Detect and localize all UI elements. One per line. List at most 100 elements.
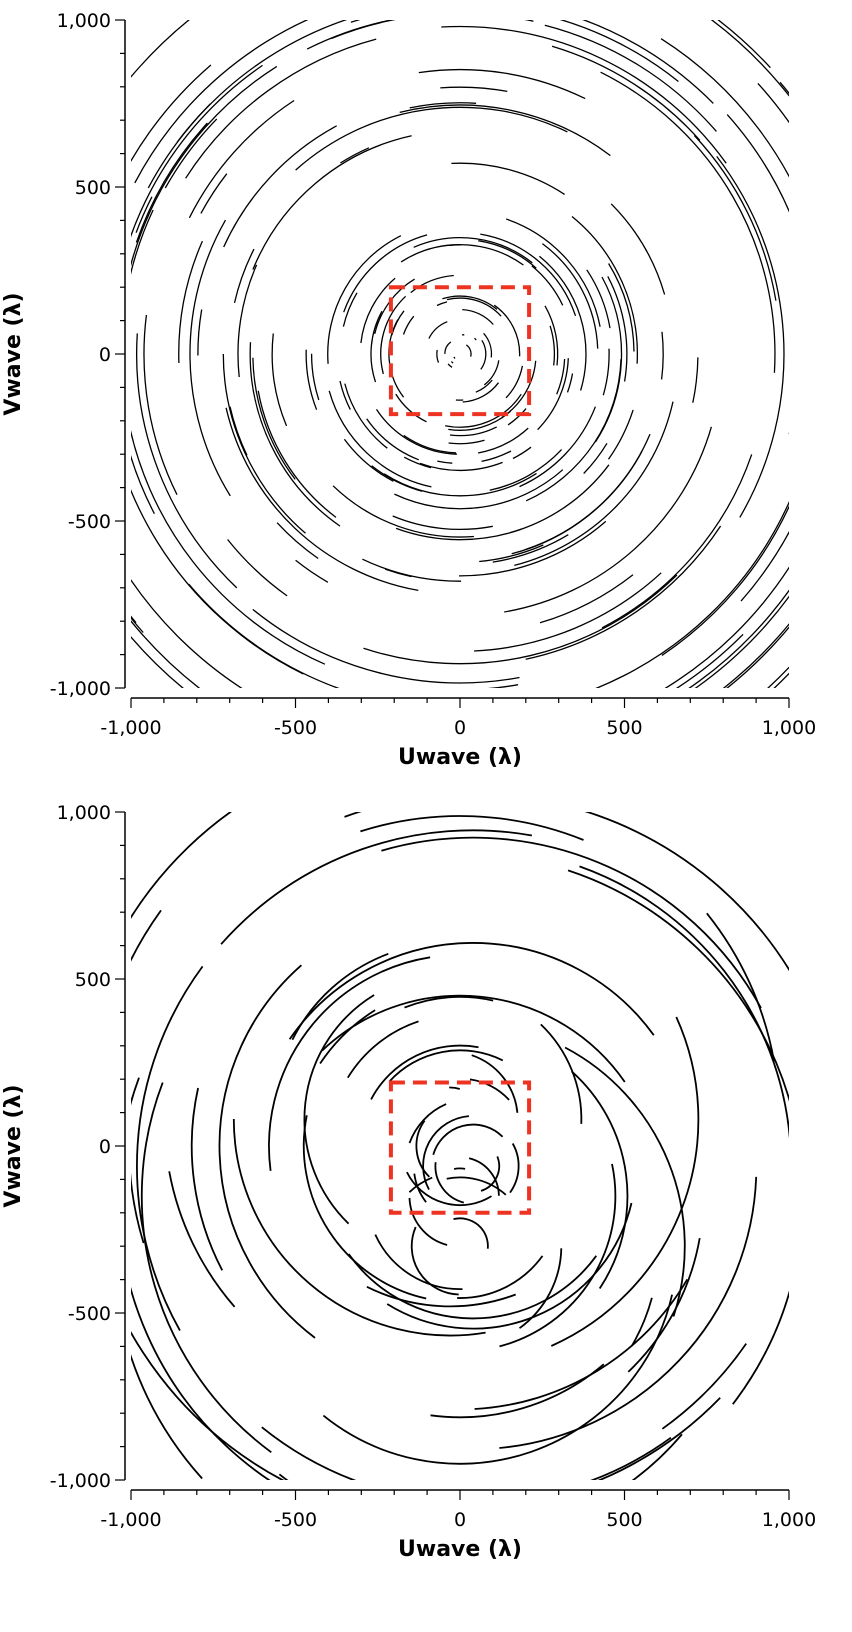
uv-track-arc: [537, 358, 569, 431]
uv-track-arc: [512, 446, 532, 460]
uv-track-arc: [408, 1197, 448, 1246]
uv-track-arc: [462, 382, 500, 403]
uv-track-arc: [131, 812, 233, 920]
uv-track-arc: [432, 1123, 504, 1155]
uv-track-arc: [400, 244, 524, 266]
uv-track-arc: [474, 572, 662, 652]
uv-track-arc: [594, 276, 623, 443]
x-tick-label: 500: [606, 717, 642, 739]
uv-track-arc: [608, 263, 635, 352]
uv-track-arc: [331, 20, 534, 40]
uv-track-arc: [509, 1143, 520, 1194]
uv-track-arc: [197, 309, 203, 356]
uv-track-arc: [362, 558, 462, 582]
uv-track-arc: [692, 357, 699, 403]
uv-track-arc: [366, 1285, 517, 1308]
uv-track-arc: [773, 672, 789, 688]
uv-track-arc: [514, 401, 674, 567]
uv-track-arc: [403, 434, 457, 454]
y-tick-label: 1,000: [57, 802, 111, 824]
uv-track-arc: [551, 45, 701, 141]
y-axis-title: Vwave (λ): [1, 1084, 26, 1207]
uv-track-arc: [383, 472, 537, 497]
uv-track-arc: [525, 525, 722, 660]
uv-track-arc: [664, 566, 789, 688]
uv-track-arc: [360, 815, 584, 841]
uv-track-arc: [268, 956, 431, 1172]
uv-track-arc: [185, 38, 377, 179]
uv-track-arc: [295, 559, 329, 583]
y-tick-label: 500: [75, 177, 111, 199]
uv-track-arc: [136, 333, 238, 589]
uv-track-arc: [448, 439, 485, 445]
uv-track-arc: [581, 20, 714, 104]
uv-track-arc: [726, 626, 789, 688]
uv-track-arc: [428, 321, 448, 339]
x-tick-label: 1,000: [762, 1509, 816, 1531]
uv-track-arc: [131, 64, 212, 163]
uv-track-arc: [303, 994, 375, 1225]
uv-track-arc: [366, 418, 420, 461]
uv-track-arc: [353, 706, 617, 739]
uv-track-arc: [131, 209, 154, 276]
uv-track-arc: [540, 1023, 583, 1124]
uv-track-arc: [779, 81, 789, 95]
uv-track-arc: [131, 429, 326, 665]
uv-track-arc: [688, 589, 789, 688]
uv-track-arc: [189, 219, 231, 497]
uv-track-arc: [261, 1426, 672, 1480]
uv-track-arc: [131, 20, 191, 78]
uv-track-arc: [360, 277, 396, 344]
uv-track-arc: [402, 315, 415, 335]
uv-track-arc: [627, 1237, 701, 1373]
uv-track-arc: [343, 438, 394, 482]
uv-track-arc: [660, 331, 664, 380]
uv-track-arc: [147, 20, 348, 189]
uv-track-arc: [475, 379, 493, 393]
uv-track-arc: [447, 363, 453, 368]
uv-track-arc: [278, 1433, 683, 1480]
uv-track-arc: [232, 1118, 486, 1337]
uv-track-arc: [717, 20, 771, 69]
uv-track-arc: [507, 408, 527, 426]
x-tick-label: 500: [606, 1509, 642, 1531]
uv-track-arc: [350, 20, 679, 83]
uv-track-arc: [306, 20, 391, 50]
uv-track-arc: [374, 1234, 463, 1291]
uv-track-arc: [415, 1120, 430, 1178]
uv-track-arc: [168, 1171, 236, 1308]
uv-track-arc: [538, 255, 587, 391]
uv-track-arc: [610, 203, 666, 295]
uv-track-arc: [233, 248, 255, 304]
x-axis-title: Uwave (λ): [398, 1537, 522, 1562]
uv-track-arc: [710, 20, 789, 97]
y-tick-label: -1,000: [50, 1470, 111, 1492]
uv-track-arc: [252, 135, 412, 270]
y-tick-label: 1,000: [57, 10, 111, 32]
uv-track-arc: [531, 265, 564, 306]
uv-track-arc: [370, 310, 383, 383]
uv-coverage-bottom-panel: 1,000 500 0 -500 -1,000 -1,000 -500 0 500 1,000 Uw…: [1, 802, 816, 1562]
uv-track-arc: [410, 274, 454, 294]
uv-track-arc: [451, 162, 565, 195]
uv-track-arc: [767, 666, 789, 688]
x-tick-label: 0: [454, 717, 466, 739]
uv-track-arc: [321, 994, 626, 1083]
uv-track-arc: [386, 1202, 633, 1330]
uv-track-arc: [444, 341, 452, 354]
uv-track-arc: [342, 292, 358, 327]
y-tick-label: 0: [99, 344, 111, 366]
uv-track-arc: [473, 0, 656, 7]
uv-track-arc: [486, 684, 519, 688]
uv-track-arc: [136, 965, 204, 1331]
uv-track-arc: [140, 1082, 272, 1454]
uv-track-arc: [453, 1217, 489, 1249]
uv-track-arc: [544, 24, 717, 132]
uv-track-arc: [449, 1086, 461, 1090]
uv-track-arc: [471, 1054, 519, 1113]
uv-track-arc: [788, 432, 789, 435]
uv-track-arc: [579, 865, 789, 1138]
uv-track-arc: [249, 342, 341, 527]
uv-track-arc: [722, 623, 789, 688]
uv-track-arc: [257, 390, 337, 518]
